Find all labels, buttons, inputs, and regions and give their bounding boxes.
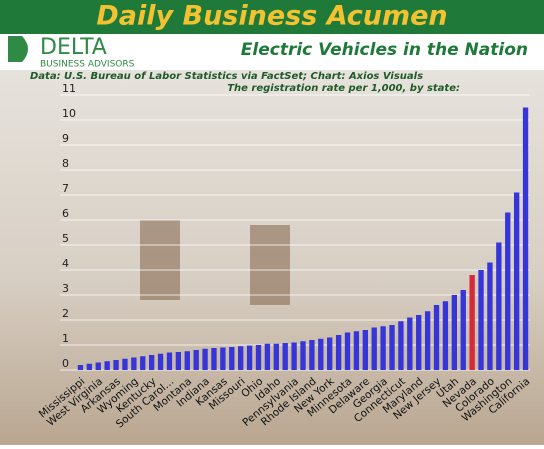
bar xyxy=(166,352,173,370)
bar xyxy=(442,301,449,370)
y-tick-label: 8 xyxy=(62,157,69,170)
bar xyxy=(398,321,404,370)
bar xyxy=(255,345,262,370)
logo-mark xyxy=(8,36,28,62)
bar xyxy=(407,317,413,370)
y-tick-label: 11 xyxy=(62,82,76,95)
bar xyxy=(344,332,351,370)
y-tick-label: 2 xyxy=(62,307,69,320)
bar xyxy=(505,212,511,370)
chart-title: Electric Vehicles in the Nation xyxy=(241,40,528,60)
bar xyxy=(469,275,475,370)
bar xyxy=(362,330,368,370)
bar xyxy=(131,357,137,370)
bar xyxy=(175,352,182,370)
bar xyxy=(113,360,119,370)
bar xyxy=(95,362,101,370)
bar xyxy=(211,348,217,370)
y-tick-label: 4 xyxy=(62,257,69,270)
bar xyxy=(273,343,279,370)
banner xyxy=(0,0,544,34)
bar xyxy=(246,345,253,370)
logo-name: DELTA xyxy=(40,35,107,60)
bar xyxy=(487,262,493,370)
bar xyxy=(86,363,93,370)
bar xyxy=(140,356,146,370)
bar xyxy=(193,350,199,370)
bar xyxy=(522,107,529,370)
logo-tagline: BUSINESS ADVISORS xyxy=(40,60,135,70)
bar xyxy=(335,335,342,370)
bar xyxy=(282,343,288,370)
y-tick-label: 6 xyxy=(62,207,69,220)
bar xyxy=(496,242,502,370)
bar xyxy=(460,290,466,370)
y-tick-label: 7 xyxy=(62,182,69,195)
bar xyxy=(104,361,110,370)
bar xyxy=(157,353,164,370)
bar xyxy=(309,340,315,370)
bar xyxy=(184,351,190,370)
source: Data: U.S. Bureau of Labor Statistics vi… xyxy=(30,71,423,82)
bar xyxy=(148,355,155,370)
bar xyxy=(202,348,208,370)
chair xyxy=(250,225,290,305)
y-tick-label: 5 xyxy=(62,232,69,245)
bar xyxy=(424,311,431,370)
bar xyxy=(264,343,271,370)
bar xyxy=(300,341,306,370)
bar xyxy=(318,338,324,370)
y-tick-label: 3 xyxy=(62,282,69,295)
subtitle: The registration rate per 1,000, by stat… xyxy=(227,83,460,94)
bar xyxy=(389,325,395,370)
y-tick-label: 10 xyxy=(62,107,76,120)
y-tick-label: 1 xyxy=(62,332,69,345)
header-band xyxy=(0,34,544,70)
bar xyxy=(380,326,386,370)
bar xyxy=(77,365,84,370)
bar xyxy=(327,337,333,370)
bar xyxy=(478,270,484,370)
y-tick-label: 9 xyxy=(62,132,69,145)
bar xyxy=(238,346,244,370)
bar xyxy=(416,315,422,370)
bar xyxy=(433,305,440,370)
bar xyxy=(229,347,235,370)
bar xyxy=(122,358,128,370)
bar xyxy=(353,331,360,370)
bar xyxy=(371,327,377,370)
bar xyxy=(513,192,520,370)
y-tick-label: 0 xyxy=(62,357,69,370)
bar xyxy=(451,295,458,370)
bar xyxy=(291,342,297,370)
bar xyxy=(220,347,226,370)
chair xyxy=(140,220,180,300)
banner-title: Daily Business Acumen xyxy=(96,1,447,32)
